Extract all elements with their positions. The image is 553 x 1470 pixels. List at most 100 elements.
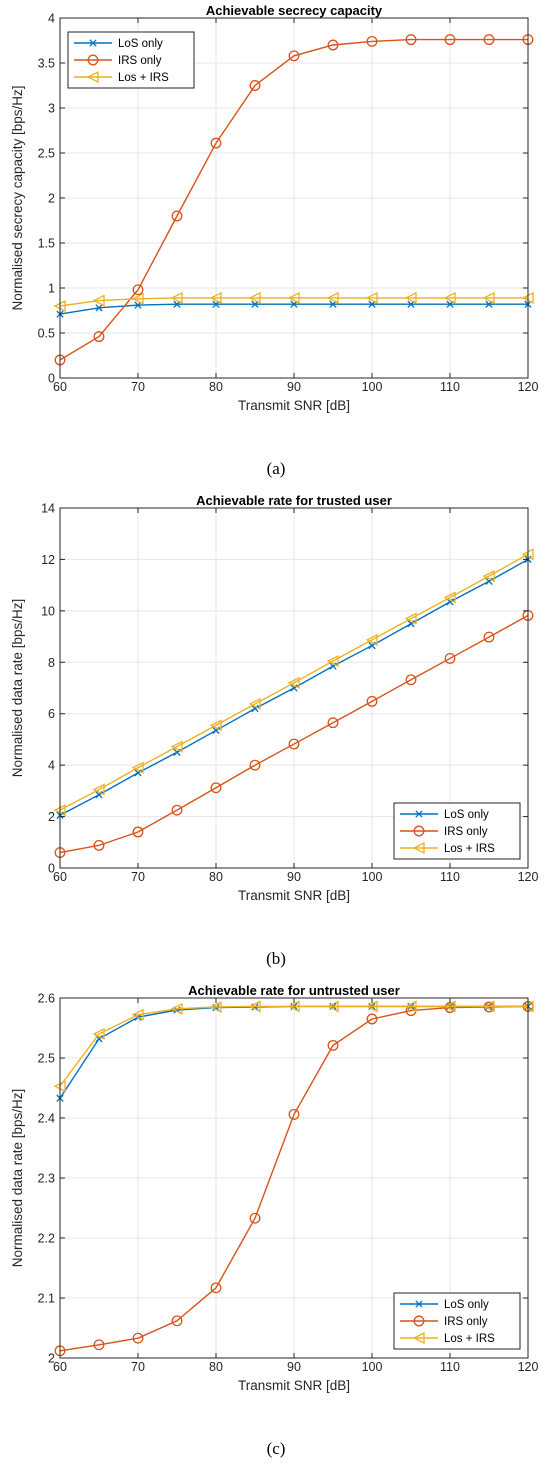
- data-point: [249, 1212, 261, 1224]
- data-point: [365, 1000, 378, 1013]
- data-point: [365, 633, 378, 646]
- data-point: [131, 761, 144, 774]
- data-point: [171, 804, 183, 816]
- chart-secrecy-capacity: 60 70 80 90 100 110 120 0 0.5 1 1.5 2 2.5 3 3.5 4 Achiev…: [10, 3, 539, 478]
- data-point: [131, 1008, 144, 1021]
- data-point: [287, 676, 300, 689]
- y-tick-label: 0: [48, 372, 55, 386]
- data-point: [93, 331, 105, 343]
- data-point: [444, 34, 456, 46]
- y-axis-label: Normalised secrecy capacity [bps/Hz]: [10, 85, 25, 310]
- data-point: [404, 291, 417, 304]
- data-point: [132, 826, 144, 838]
- x-tick-label: 120: [518, 380, 539, 394]
- x-tick-label: 80: [209, 1360, 223, 1374]
- data-point: [210, 782, 222, 794]
- x-tick-label: 100: [362, 870, 383, 884]
- y-tick-label: 6: [48, 707, 55, 721]
- data-point: [365, 291, 378, 304]
- y-axis-label: Normalised data rate [bps/Hz]: [10, 599, 25, 778]
- data-point: [483, 34, 495, 46]
- data-point: [131, 292, 144, 305]
- legend-label: Los + IRS: [444, 843, 495, 855]
- chart-title: Achievable rate for untrusted user: [188, 983, 400, 998]
- ticks: 60 70 80 90 100 110 120 0 2 4 6 8 10 12 14: [41, 502, 538, 885]
- legend-swatch-marker: [412, 841, 425, 855]
- y-tick-label: 2: [48, 192, 55, 206]
- data-point: [210, 1282, 222, 1294]
- series-line: [59, 297, 528, 307]
- y-axis-label: Normalised data rate [bps/Hz]: [10, 1089, 25, 1268]
- data-point: [171, 1315, 183, 1327]
- data-point: [288, 738, 300, 750]
- data-point: [249, 80, 261, 91]
- legend-swatch-marker: [89, 39, 97, 47]
- legend-label: LoS only: [444, 809, 489, 821]
- legend-label: Los + IRS: [444, 1333, 495, 1345]
- legend-label: IRS only: [118, 55, 162, 67]
- data-point: [443, 291, 456, 304]
- data-point: [327, 39, 339, 51]
- y-tick-label: 2.3: [38, 1172, 55, 1186]
- data-point: [251, 704, 259, 713]
- ticks: 60 70 80 90 100 110 120 2 2.1 2.2 2.3 2.4 2.5 2.6: [38, 992, 539, 1375]
- data-point: [287, 291, 300, 304]
- legend-swatch-marker: [413, 825, 425, 837]
- y-tick-label: 2.5: [38, 1052, 55, 1066]
- legend-swatch-marker: [412, 1331, 425, 1345]
- legend-label: LoS only: [118, 38, 163, 50]
- data-point: [170, 740, 183, 753]
- y-tick-label: 2.4: [38, 1112, 55, 1126]
- legend-label: Los + IRS: [118, 72, 169, 84]
- series-line: [59, 1005, 529, 1352]
- series-line: [59, 614, 529, 854]
- y-tick-label: 2.5: [38, 147, 55, 161]
- y-tick-label: 3: [48, 102, 55, 116]
- figure-caption: (c): [267, 1439, 286, 1458]
- data-point: [92, 294, 105, 307]
- x-tick-label: 110: [440, 1360, 460, 1374]
- series-line: [59, 553, 529, 811]
- data-point: [327, 1039, 339, 1051]
- data-point: [92, 1027, 105, 1041]
- x-tick-label: 120: [518, 870, 539, 884]
- figure-caption: (b): [266, 949, 286, 968]
- series-group: [53, 548, 534, 859]
- chart-title: Achievable secrecy capacity: [206, 3, 383, 18]
- data-point: [288, 1108, 300, 1120]
- data-point: [209, 291, 222, 304]
- x-tick-label: 100: [362, 380, 383, 394]
- x-tick-label: 120: [518, 1360, 539, 1374]
- figure-caption: (a): [267, 459, 286, 478]
- x-tick-label: 80: [209, 870, 223, 884]
- data-point: [170, 1002, 183, 1015]
- ticks: 60 70 80 90 100 110 120 0 0.5 1 1.5 2 2.5 3 3.5 4: [38, 12, 539, 395]
- legend: LoS only IRS only Los + IRS: [393, 802, 521, 860]
- x-tick-label: 90: [287, 870, 301, 884]
- legend-swatch-marker: [413, 1315, 425, 1327]
- data-point: [209, 719, 222, 732]
- y-tick-label: 8: [48, 656, 55, 670]
- x-tick-label: 70: [131, 870, 145, 884]
- legend-label: LoS only: [444, 1299, 489, 1311]
- legend-label: IRS only: [444, 826, 488, 838]
- data-point: [171, 210, 183, 222]
- x-tick-label: 70: [131, 380, 145, 394]
- data-point: [444, 652, 456, 664]
- data-point: [405, 34, 417, 46]
- data-point: [366, 1013, 378, 1025]
- x-tick-label: 80: [209, 380, 223, 394]
- data-point: [326, 654, 339, 668]
- grid-lines: [60, 18, 528, 378]
- data-point: [288, 50, 300, 62]
- legend: LoS only IRS only Los + IRS: [393, 1292, 521, 1350]
- data-point: [326, 1000, 339, 1013]
- y-tick-label: 2.6: [38, 992, 55, 1006]
- x-tick-label: 60: [53, 380, 67, 394]
- chart-untrusted-user-rate: 60 70 80 90 100 110 120 2 2.1 2.2 2.3 2.4 2.5 2.6 Achi…: [10, 983, 539, 1458]
- x-tick-label: 60: [53, 870, 67, 884]
- legend-swatch-marker: [87, 54, 99, 66]
- data-point: [366, 695, 378, 707]
- data-point: [327, 717, 339, 729]
- legend-swatch-marker: [86, 70, 99, 84]
